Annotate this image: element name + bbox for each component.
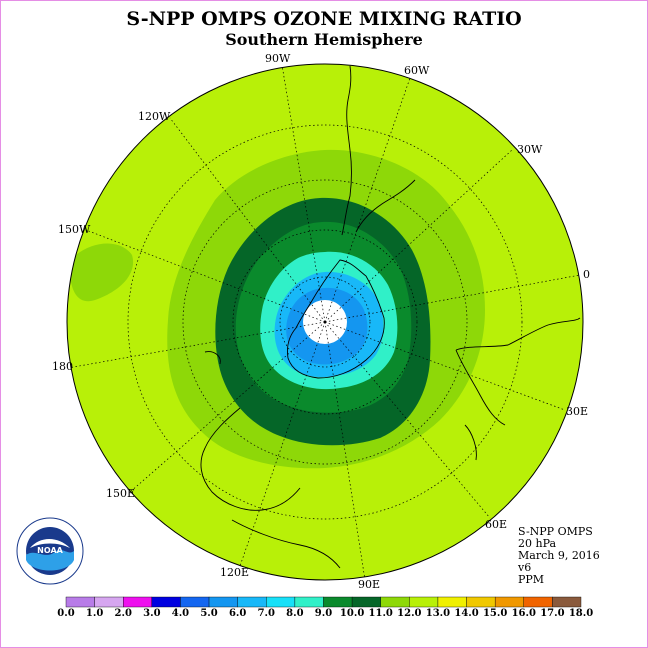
coast-antarctica [287,259,385,379]
colorbar-tick-label: 10.0 [339,608,365,619]
meridian-60w [324,77,411,323]
colorbar-tick-label: 7.0 [257,608,275,619]
colorbar-tick-label: 6.0 [228,608,247,619]
coast-new-zealand [204,351,221,365]
info-instrument: S-NPP OMPS [518,525,593,538]
coastlines [200,65,581,569]
graticule [67,64,581,580]
colorbar-segment [208,596,238,608]
info-level: 20 hPa [518,537,557,550]
colorbar-segment [523,596,553,608]
info-date: March 9, 2016 [518,549,600,562]
colorbar-tick-label: 1.0 [85,608,104,619]
colorbar-segment [380,596,410,608]
colorbar-tick-label: 2.0 [114,608,132,619]
info-units: PPM [518,573,545,586]
colorbar-tick-label: 9.0 [314,608,333,619]
meridian-150w [85,229,326,323]
colorbar-segment [266,596,296,608]
colorbar-tick-label: 18.0 [568,608,594,619]
lat-circle-45s [182,179,468,465]
coast-madagascar [464,424,477,461]
colorbar-segment [180,596,210,608]
colorbar-tick-label: 8.0 [286,608,304,619]
colorbar-segment [123,596,153,608]
lat-circle-75s [279,276,371,368]
colorbar-segment [323,596,353,608]
lon-label-150e: 150E [106,487,136,500]
lon-label-0: 0 [583,268,590,281]
noaa-logo-text: NOAA [37,546,63,555]
colorbar-segment [494,596,524,608]
colorbar-segment [437,596,467,608]
lon-label-180: 180 [52,360,73,373]
lon-label-90w: 90W [265,52,291,65]
lon-label-30e: 30E [566,405,589,418]
lat-circle-60s [232,229,418,415]
lon-label-120w: 120W [138,110,171,123]
info-version: v6 [518,561,532,574]
colorbar-segment [294,596,324,608]
colorbar-segment [151,596,181,608]
noaa-logo: NOAA [16,517,84,585]
colorbar [65,596,582,608]
coast-south-america-east [355,179,416,233]
lon-label-60w: 60W [404,64,430,77]
meridian-30e [324,321,566,411]
lat-circle-30s [127,124,523,520]
south-pole-marker [323,320,327,324]
colorbar-segment [552,596,582,608]
colorbar-tick-label: 5.0 [200,608,218,619]
meridian-120w [169,117,326,323]
coast-australia [200,407,301,511]
colorbar-tick-label: 13.0 [425,608,451,619]
colorbar-segment [351,596,381,608]
meridian-90w [281,64,326,323]
coast-africa-south [455,349,506,426]
coast-indonesia [231,519,341,569]
colorbar-tick-label: 14.0 [454,608,479,619]
meridian-0 [324,274,581,323]
page-subtitle: Southern Hemisphere [225,30,423,49]
colorbar-segment [466,596,496,608]
page-title: S-NPP OMPS OZONE MIXING RATIO [126,8,522,30]
lon-label-120e: 120E [220,566,250,579]
meridian-60e [324,321,491,519]
colorbar-tick-label: 16.0 [511,608,536,619]
coast-africa [455,317,581,351]
lon-label-150w: 150W [58,223,91,236]
map-boundary [66,63,584,581]
colorbar-tick-label: 11.0 [368,608,393,619]
colorbar-segment [409,596,439,608]
colorbar-tick-label: 3.0 [143,608,161,619]
colorbar-segment [237,596,267,608]
meridian-120e [239,321,326,567]
colorbar-tick-label: 17.0 [540,608,565,619]
colorbar-tick-label: 12.0 [397,608,422,619]
lon-label-90e: 90E [358,578,381,591]
colorbar-segment [94,596,124,608]
colorbar-tick-label: 15.0 [482,608,508,619]
colorbar-segment [65,596,95,608]
coast-south-america [341,65,352,236]
lon-label-60e: 60E [485,518,508,531]
meridian-150e [129,321,326,493]
lon-label-30w: 30W [517,143,543,156]
colorbar-tick-label: 0.0 [57,608,75,619]
colorbar-tick-label: 4.0 [171,608,190,619]
field-band-10-11-west [69,243,134,302]
